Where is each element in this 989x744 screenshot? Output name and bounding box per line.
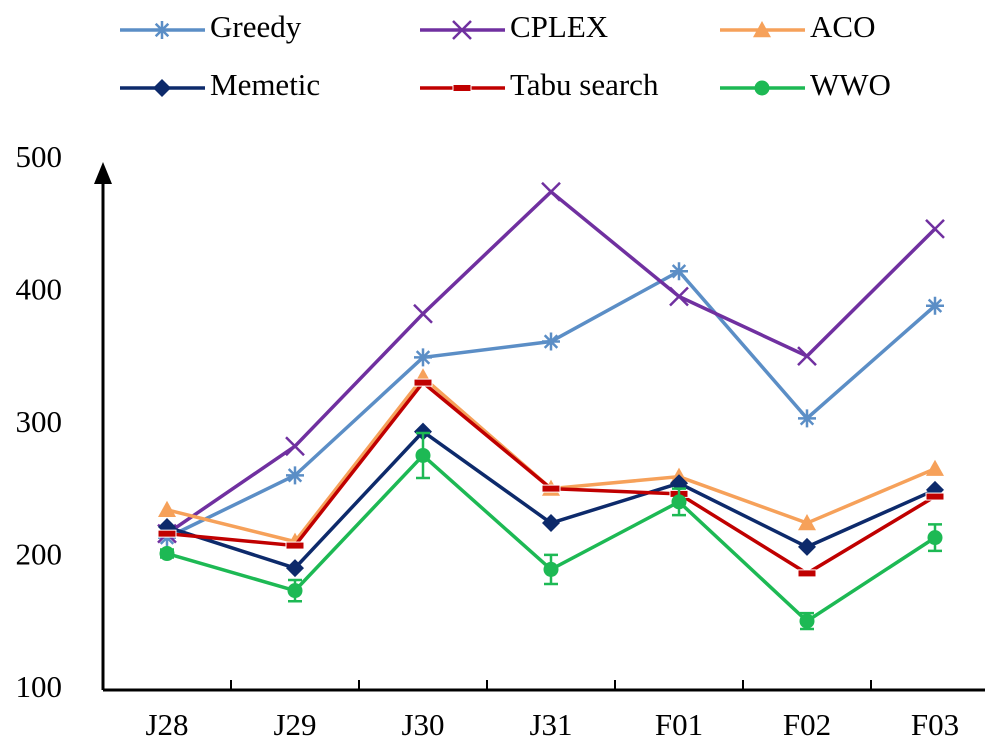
marker [286,559,304,578]
x-tick-label: F02 [783,707,831,742]
marker [413,378,433,387]
marker [415,447,431,463]
legend-marker [153,21,171,39]
marker [286,466,304,485]
legend-marker [452,20,472,40]
marker [542,514,560,533]
x-tick-label: J28 [145,707,188,742]
legend-label: Tabu search [510,67,659,102]
legend-marker [153,79,171,97]
marker [798,537,816,556]
marker [285,541,305,550]
legend-label: Greedy [210,9,302,44]
marker [157,529,177,538]
marker [669,286,689,307]
y-tick-label: 400 [16,272,63,307]
y-tick-label: 200 [16,537,63,572]
y-tick-label: 100 [16,669,63,704]
marker [798,514,816,531]
legend-marker [452,84,472,92]
marker [285,436,305,457]
y-axis-arrow [94,162,112,184]
legend-marker [754,80,770,96]
series-line [166,380,936,576]
x-tick-label: J31 [529,707,572,742]
marker [926,296,944,315]
legend-label: ACO [810,9,875,44]
marker [413,303,433,324]
legend-label: WWO [810,67,891,102]
legend-label: Memetic [210,67,320,102]
marker [670,262,688,281]
marker [927,530,943,546]
marker [798,409,816,428]
marker [543,561,559,577]
x-tick-label: J30 [401,707,444,742]
series-line [166,429,936,571]
marker [926,459,944,476]
marker [797,346,817,366]
marker [158,500,176,517]
marker [797,569,817,578]
marker [541,484,561,493]
marker [287,583,303,599]
x-tick-label: F01 [655,707,703,742]
marker [414,422,432,441]
marker [414,348,432,367]
x-tick-label: F03 [911,707,959,742]
y-tick-label: 500 [16,139,63,174]
marker [159,546,175,562]
marker [542,332,560,351]
y-tick-label: 300 [16,404,63,439]
marker [799,613,815,629]
legend-marker [753,21,771,38]
marker [925,219,945,239]
legend-label: CPLEX [510,9,608,44]
series-line [166,269,937,540]
marker [671,494,687,510]
marker [925,492,945,501]
x-tick-label: J29 [273,707,316,742]
marker [541,181,561,202]
